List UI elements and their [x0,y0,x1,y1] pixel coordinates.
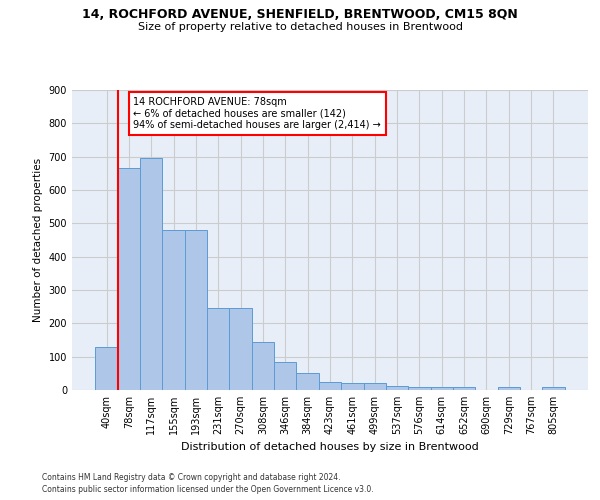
Bar [364,384,386,390]
Bar [118,168,140,390]
Bar [386,386,408,390]
Bar [140,158,163,390]
Y-axis label: Number of detached properties: Number of detached properties [33,158,43,322]
Bar [319,382,341,390]
Bar [453,387,475,390]
Text: 14, ROCHFORD AVENUE, SHENFIELD, BRENTWOOD, CM15 8QN: 14, ROCHFORD AVENUE, SHENFIELD, BRENTWOO… [82,8,518,20]
Text: Distribution of detached houses by size in Brentwood: Distribution of detached houses by size … [181,442,479,452]
Bar [542,386,565,390]
Text: 14 ROCHFORD AVENUE: 78sqm
← 6% of detached houses are smaller (142)
94% of semi-: 14 ROCHFORD AVENUE: 78sqm ← 6% of detach… [133,96,381,130]
Text: Contains HM Land Registry data © Crown copyright and database right 2024.: Contains HM Land Registry data © Crown c… [42,472,341,482]
Text: Contains public sector information licensed under the Open Government Licence v3: Contains public sector information licen… [42,485,374,494]
Bar [341,384,364,390]
Bar [95,346,118,390]
Bar [431,387,453,390]
Bar [497,386,520,390]
Bar [163,230,185,390]
Bar [274,362,296,390]
Bar [185,230,207,390]
Text: Size of property relative to detached houses in Brentwood: Size of property relative to detached ho… [137,22,463,32]
Bar [207,308,229,390]
Bar [229,308,252,390]
Bar [252,342,274,390]
Bar [296,374,319,390]
Bar [408,386,431,390]
